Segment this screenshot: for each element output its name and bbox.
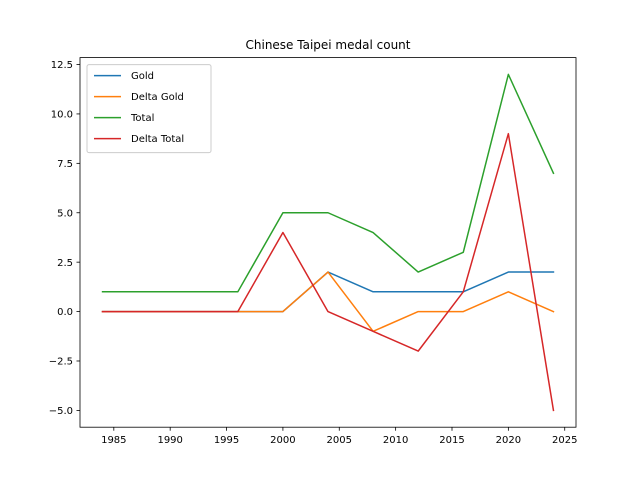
series-line-2 <box>101 73 555 293</box>
legend-label: Delta Total <box>131 134 184 145</box>
y-tick-label: 0.0 <box>57 307 73 318</box>
y-tick-label: 2.5 <box>57 258 73 269</box>
x-tick-label: 1990 <box>157 435 182 446</box>
x-tick-label: 2020 <box>496 435 521 446</box>
legend-label: Gold <box>131 71 154 82</box>
y-tick-label: 12.5 <box>51 60 73 71</box>
legend-label: Delta Gold <box>131 92 184 103</box>
series-line-3 <box>101 132 555 412</box>
plot-frame <box>79 57 577 428</box>
y-tick-label: 10.0 <box>51 110 73 121</box>
x-tick-label: 2025 <box>552 435 577 446</box>
x-tick-label: 2015 <box>439 435 464 446</box>
legend-box <box>86 64 212 154</box>
x-tick-label: 2010 <box>383 435 408 446</box>
y-tick-label: 5.0 <box>57 208 73 219</box>
y-axis-ticks: −5.0 −2.5 0.0 2.5 5.0 7.5 10.0 12.5 <box>49 60 80 417</box>
x-tick-label: 1985 <box>101 435 126 446</box>
x-tick-label: 2005 <box>327 435 352 446</box>
x-tick-label: 2000 <box>270 435 295 446</box>
y-tick-label: 7.5 <box>57 159 73 170</box>
x-tick-label: 1995 <box>214 435 239 446</box>
y-tick-label: −5.0 <box>49 406 73 417</box>
legend-label: Total <box>130 113 154 124</box>
chart-title: Chinese Taipei medal count <box>246 38 411 52</box>
x-axis-ticks: 1985 1990 1995 2000 2005 2010 2015 2020 2025 <box>101 427 577 446</box>
series-layer <box>101 73 555 412</box>
y-tick-label: −2.5 <box>49 357 73 368</box>
legend: Gold Delta Gold Total Delta Total <box>86 64 212 154</box>
